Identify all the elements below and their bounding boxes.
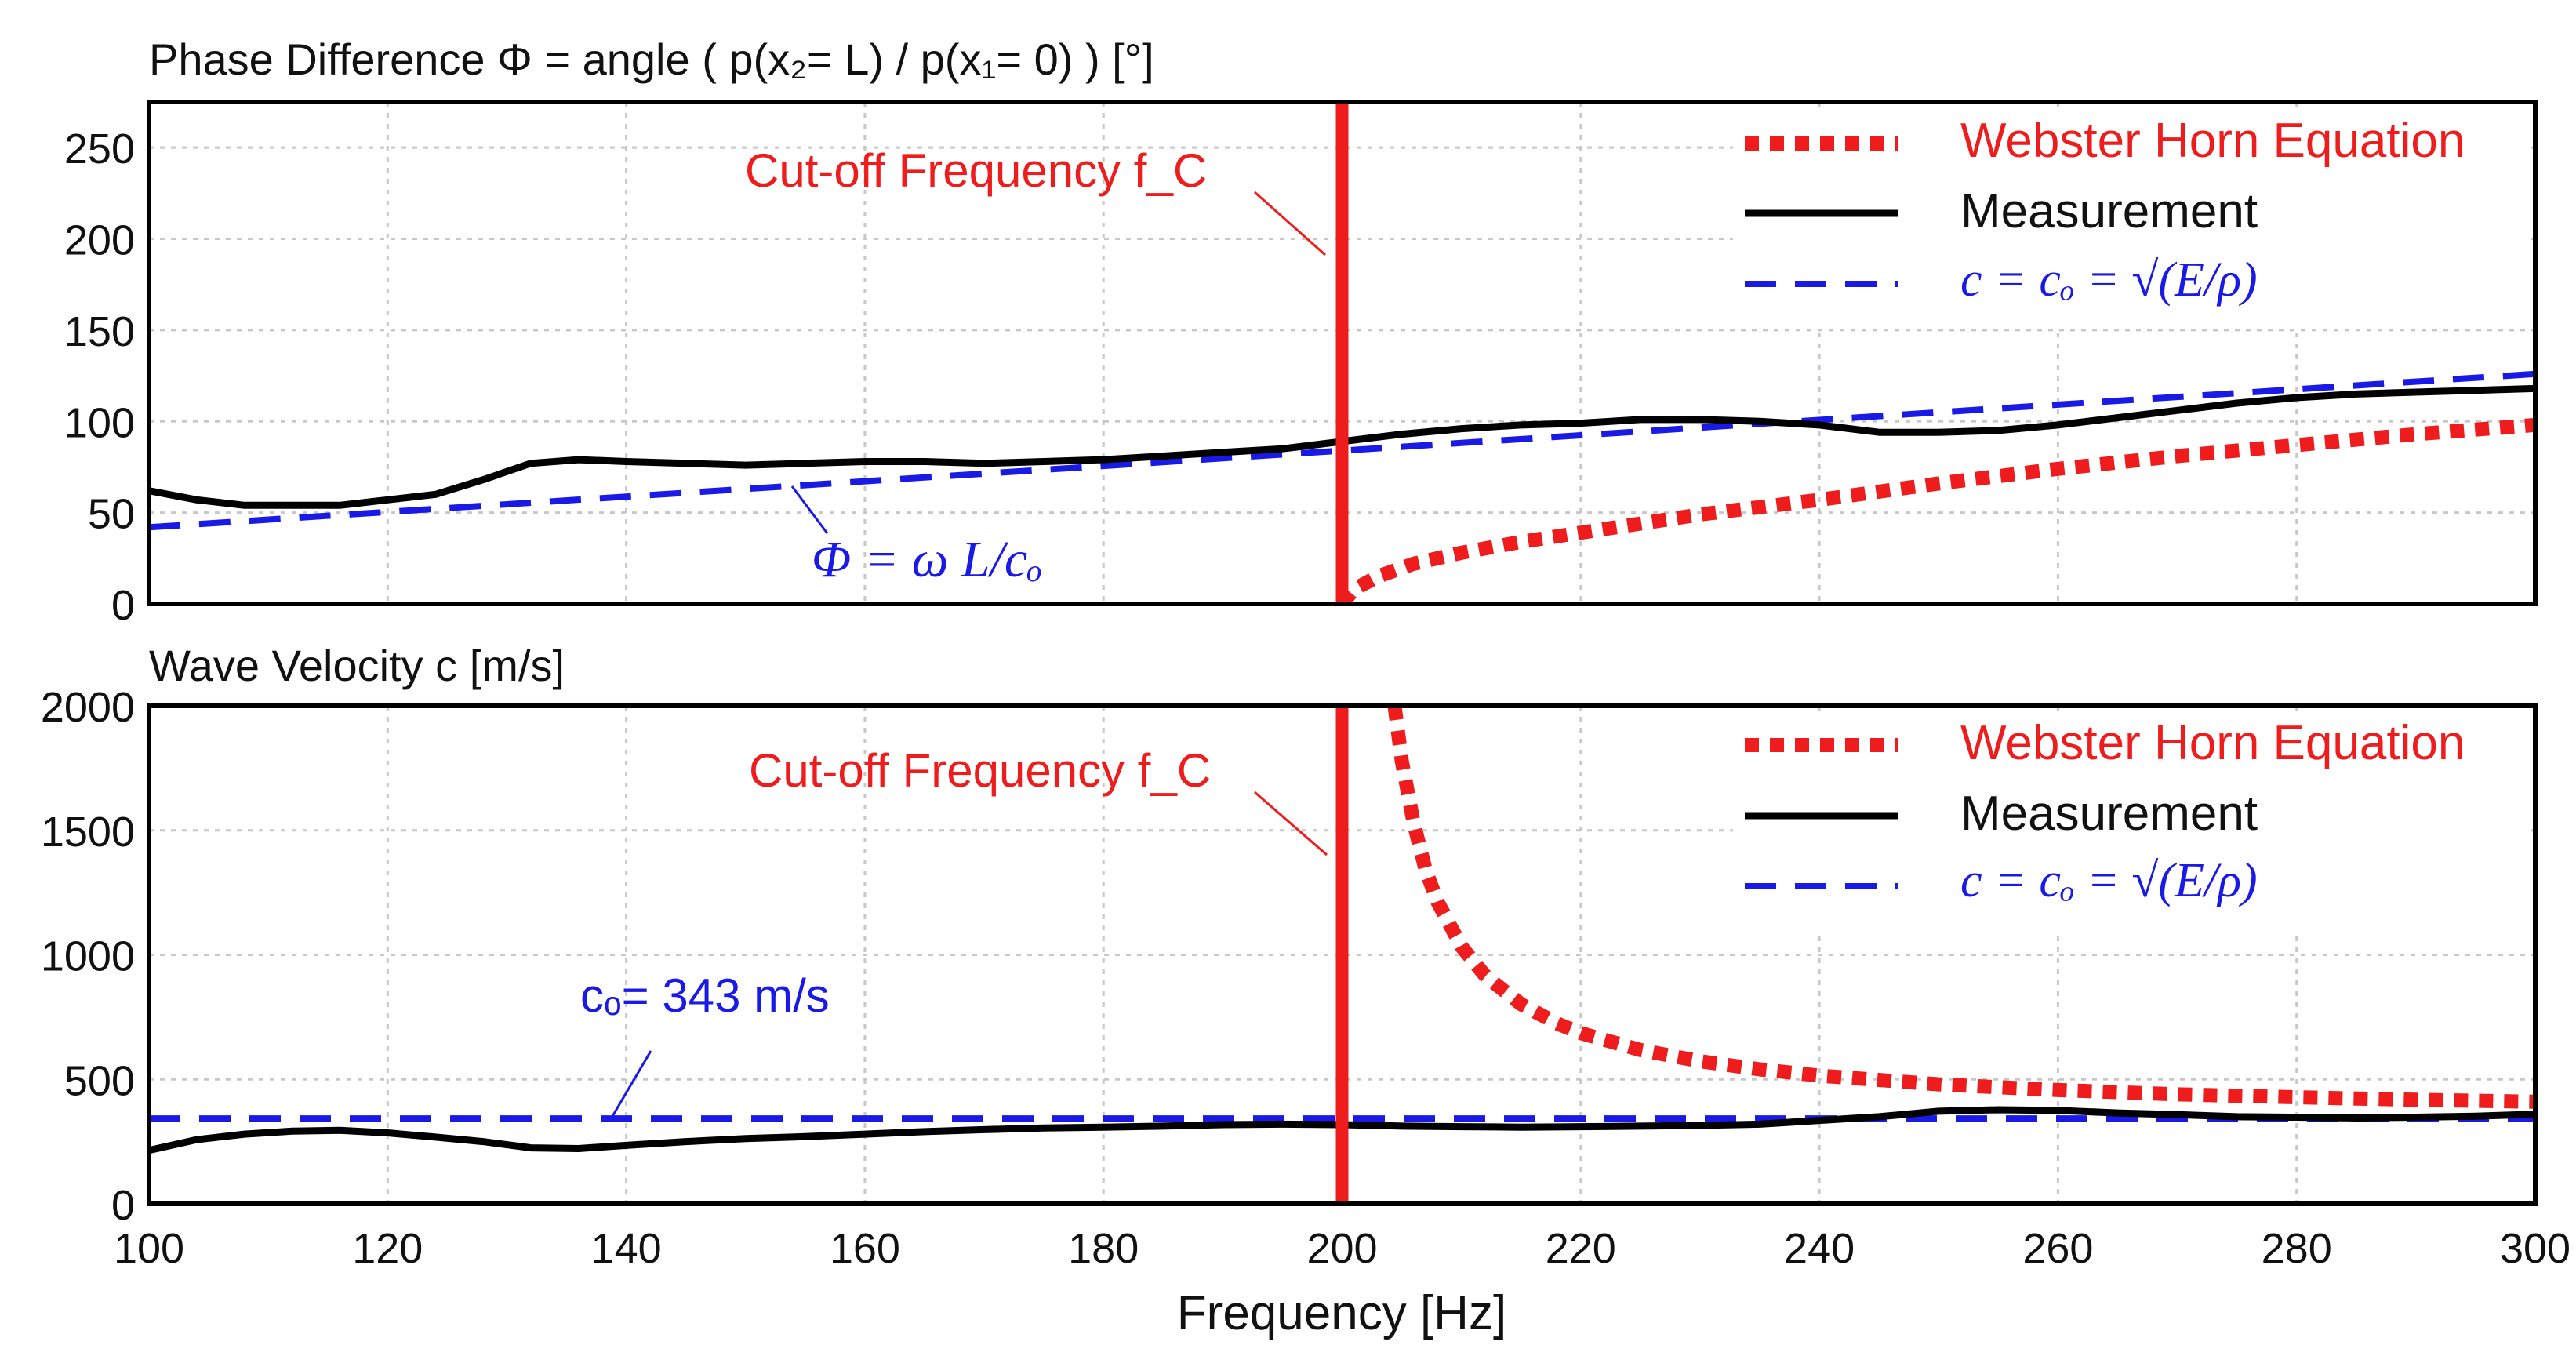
phase-frame <box>147 100 2538 606</box>
velocity-legend-box <box>1733 714 2529 933</box>
velocity-y-tick-label: 2000 <box>41 684 135 731</box>
phase-reference-leader <box>790 485 829 534</box>
phase-y-ticks: 0 50 100 150 200 250 <box>64 125 135 629</box>
x-tick-label: 200 <box>1306 1225 1377 1272</box>
phase-panel: Phase Difference Φ = angle ( p(x₂= L) / … <box>64 35 2538 629</box>
velocity-y-tick-label: 500 <box>64 1057 135 1104</box>
phase-legend: Webster Horn Equation Measurement c = cₒ… <box>1733 110 2529 329</box>
x-tick-label: 180 <box>1068 1225 1139 1272</box>
velocity-legend: Webster Horn Equation Measurement c = cₒ… <box>1733 714 2529 933</box>
velocity-measurement-line <box>149 1106 2535 1154</box>
phase-y-tick-label: 250 <box>64 125 135 173</box>
velocity-frame <box>147 703 2538 1206</box>
velocity-webster-line <box>1387 706 2535 1109</box>
velocity-legend-reference-label: c = cₒ = √(E/ρ) <box>1960 854 2258 907</box>
phase-y-tick-label: 100 <box>64 399 135 446</box>
velocity-y-ticks: 0 500 1000 1500 2000 <box>41 684 135 1229</box>
velocity-reference-label: cₒ= 343 m/s <box>580 969 830 1022</box>
velocity-cutoff-label: Cut-off Frequency f_C <box>749 744 1211 797</box>
phase-legend-box <box>1733 110 2529 329</box>
phase-y-tick-label: 50 <box>88 491 135 538</box>
x-tick-label: 160 <box>830 1225 900 1272</box>
velocity-y-tick-label: 1000 <box>41 933 135 980</box>
phase-title: Phase Difference Φ = angle ( p(x₂= L) / … <box>149 35 1154 84</box>
velocity-x-ticks: 100 120 140 160 180 200 220 240 260 280 300 <box>114 1225 2571 1272</box>
phase-legend-measurement-label: Measurement <box>1960 184 2258 238</box>
x-tick-label: 120 <box>352 1225 423 1272</box>
x-tick-label: 140 <box>591 1225 662 1272</box>
phase-reference-label: Φ = ω L/cₒ <box>812 531 1042 588</box>
x-tick-label: 300 <box>2500 1225 2571 1272</box>
phase-cutoff-leader <box>1254 191 1326 256</box>
velocity-y-tick-label: 0 <box>111 1182 135 1229</box>
velocity-cutoff-leader <box>1254 791 1328 856</box>
velocity-y-tick-label: 1500 <box>41 809 135 856</box>
velocity-panel: Wave Velocity c [m/s] 0 500 1000 1500 2000 1… <box>41 641 2571 1272</box>
phase-y-tick-label: 200 <box>64 217 135 264</box>
phase-webster-line <box>1336 417 2535 604</box>
phase-legend-webster-label: Webster Horn Equation <box>1960 114 2465 168</box>
phase-cutoff-label: Cut-off Frequency f_C <box>745 144 1207 197</box>
velocity-legend-measurement-label: Measurement <box>1960 787 2258 841</box>
velocity-reference-leader <box>610 1050 652 1118</box>
velocity-title: Wave Velocity c [m/s] <box>149 641 565 690</box>
x-tick-label: 240 <box>1784 1225 1855 1272</box>
phase-y-tick-label: 0 <box>111 582 135 629</box>
x-tick-label: 100 <box>114 1225 184 1272</box>
x-tick-label: 260 <box>2022 1225 2093 1272</box>
x-tick-label: 280 <box>2262 1225 2332 1272</box>
phase-y-tick-label: 150 <box>64 308 135 355</box>
x-tick-label: 220 <box>1546 1225 1616 1272</box>
velocity-curves <box>149 706 2535 1154</box>
velocity-legend-webster-label: Webster Horn Equation <box>1960 716 2465 770</box>
phase-legend-reference-label: c = cₒ = √(E/ρ) <box>1960 253 2258 307</box>
phase-measurement-line <box>149 384 2535 509</box>
phase-curves <box>149 370 2535 604</box>
x-axis-label: Frequency [Hz] <box>1177 1286 1506 1340</box>
